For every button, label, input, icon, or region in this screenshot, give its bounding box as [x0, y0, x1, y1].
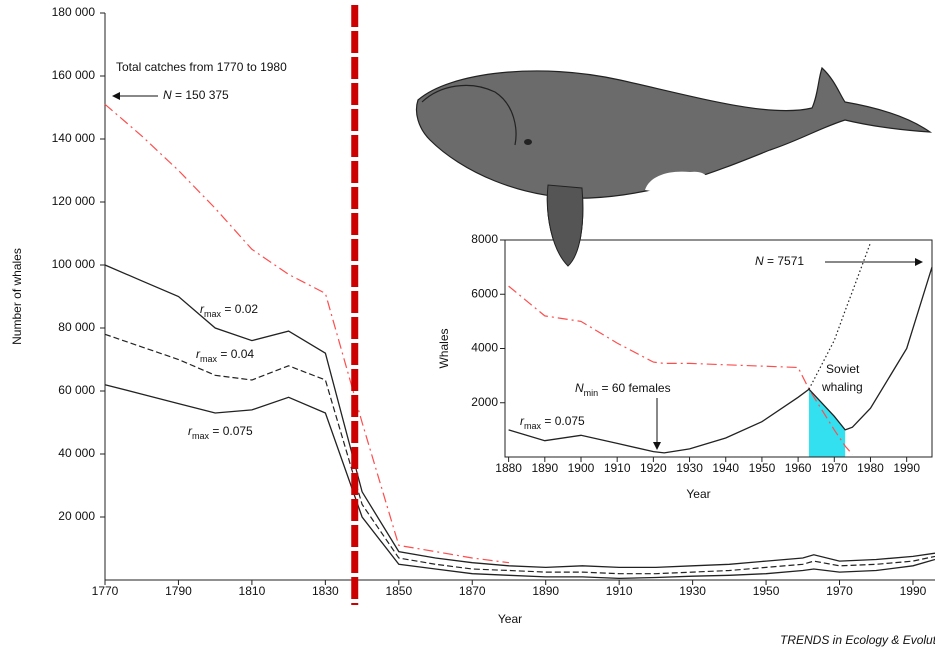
- y-axis-title: Number of whales: [10, 248, 24, 345]
- y-tick-label: 2000: [471, 395, 498, 409]
- x-tick-label: 1790: [165, 584, 192, 598]
- annotation-part: = 0.075: [541, 414, 585, 428]
- annotation: rmax = 0.04: [196, 347, 254, 364]
- x-tick-label: 1980: [857, 461, 884, 475]
- annotation-part: = 0.04: [217, 347, 254, 361]
- y-tick-label: 100 000: [52, 257, 96, 271]
- series-line: [104, 264, 935, 569]
- annotation: Soviet: [826, 362, 860, 376]
- annotation-part: max: [200, 354, 218, 364]
- x-tick-label: 1850: [385, 584, 412, 598]
- shaded-area: [808, 389, 846, 457]
- x-tick-label: 1890: [532, 584, 559, 598]
- x-tick-label: 1930: [676, 461, 703, 475]
- annotation: N = 7571: [755, 254, 804, 268]
- annotation-part: = 150 375: [172, 88, 229, 102]
- annotation-part: max: [192, 431, 210, 441]
- x-tick-label: 1770: [92, 584, 119, 598]
- annotation: Total catches from 1770 to 1980: [116, 60, 287, 74]
- inset-chart: 2000 4000 6000 8000 1880 1890 1900 1910 1920 1930…: [437, 232, 933, 501]
- annotation-part: whaling: [821, 380, 863, 394]
- x-tick-label: 1910: [606, 584, 633, 598]
- x-tick-label: 1950: [749, 461, 776, 475]
- footer: TRENDS in Ecology & Evolution: [780, 633, 935, 647]
- x-tick-label: 1990: [900, 584, 927, 598]
- x-tick-label: 1930: [679, 584, 706, 598]
- y-tick-label: 160 000: [52, 68, 96, 82]
- series-line: [808, 242, 872, 390]
- annotation-part: = 60 females: [598, 381, 670, 395]
- whale-fin: [546, 184, 584, 267]
- x-tick-label: 1950: [753, 584, 780, 598]
- annotation-part: r: [188, 424, 193, 438]
- y-tick-label: 6000: [471, 286, 498, 300]
- annotation-part: r: [196, 347, 201, 361]
- x-tick-label: 1970: [821, 461, 848, 475]
- x-axis-title: Year: [498, 612, 522, 626]
- series-line: [508, 266, 933, 454]
- x-tick-label: 1910: [604, 461, 631, 475]
- annotation: rmax = 0.075: [520, 414, 585, 431]
- y-tick-label: 4000: [471, 341, 498, 355]
- x-tick-label: 1830: [312, 584, 339, 598]
- x-tick-label: 1920: [640, 461, 667, 475]
- annotation-part: Soviet: [826, 362, 860, 376]
- series-line: [508, 285, 853, 455]
- y-tick-label: 40 000: [58, 446, 95, 460]
- annotation-part: = 0.02: [221, 302, 258, 316]
- annotation-part: min: [584, 388, 599, 398]
- series-line: [104, 333, 935, 575]
- x-tick-label: 1870: [459, 584, 486, 598]
- inset-frame: [504, 239, 933, 458]
- annotation-part: Total catches from 1770 to 1980: [116, 60, 287, 74]
- x-tick-label: 1970: [826, 584, 853, 598]
- x-tick-label: 1810: [239, 584, 266, 598]
- y-tick-label: 80 000: [58, 320, 95, 334]
- annotation-part: = 7571: [764, 254, 805, 268]
- x-axis-title: Year: [686, 487, 710, 501]
- x-tick-label: 1890: [531, 461, 558, 475]
- annotation: rmax = 0.02: [200, 302, 258, 319]
- annotation: whaling: [821, 380, 863, 394]
- x-tick-label: 1990: [893, 461, 920, 475]
- annotation: Nmin = 60 females: [575, 381, 671, 398]
- main-chart: 20 000 40 000 60 000 80 000 100 000 120 000 14…: [10, 5, 935, 647]
- series-line: [104, 384, 935, 580]
- annotation-part: N: [163, 88, 172, 102]
- y-tick-label: 180 000: [52, 5, 96, 19]
- y-tick-label: 140 000: [52, 131, 96, 145]
- annotation-part: max: [524, 421, 542, 431]
- annotation: rmax = 0.075: [188, 424, 253, 441]
- y-axis-title: Whales: [437, 328, 451, 368]
- annotation-part: max: [204, 309, 222, 319]
- y-tick-label: 20 000: [58, 509, 95, 523]
- x-tick-label: 1900: [568, 461, 595, 475]
- y-tick-label: 60 000: [58, 383, 95, 397]
- x-tick-label: 1960: [785, 461, 812, 475]
- x-tick-label: 1940: [712, 461, 739, 475]
- y-tick-label: 120 000: [52, 194, 96, 208]
- x-tick-label: 1880: [495, 461, 522, 475]
- annotation-part: r: [520, 414, 525, 428]
- annotation-part: = 0.075: [209, 424, 253, 438]
- annotation-part: N: [755, 254, 764, 268]
- annotation-part: N: [575, 381, 584, 395]
- annotation-part: r: [200, 302, 205, 316]
- annotation: N = 150 375: [163, 88, 229, 102]
- y-tick-label: 8000: [471, 232, 498, 246]
